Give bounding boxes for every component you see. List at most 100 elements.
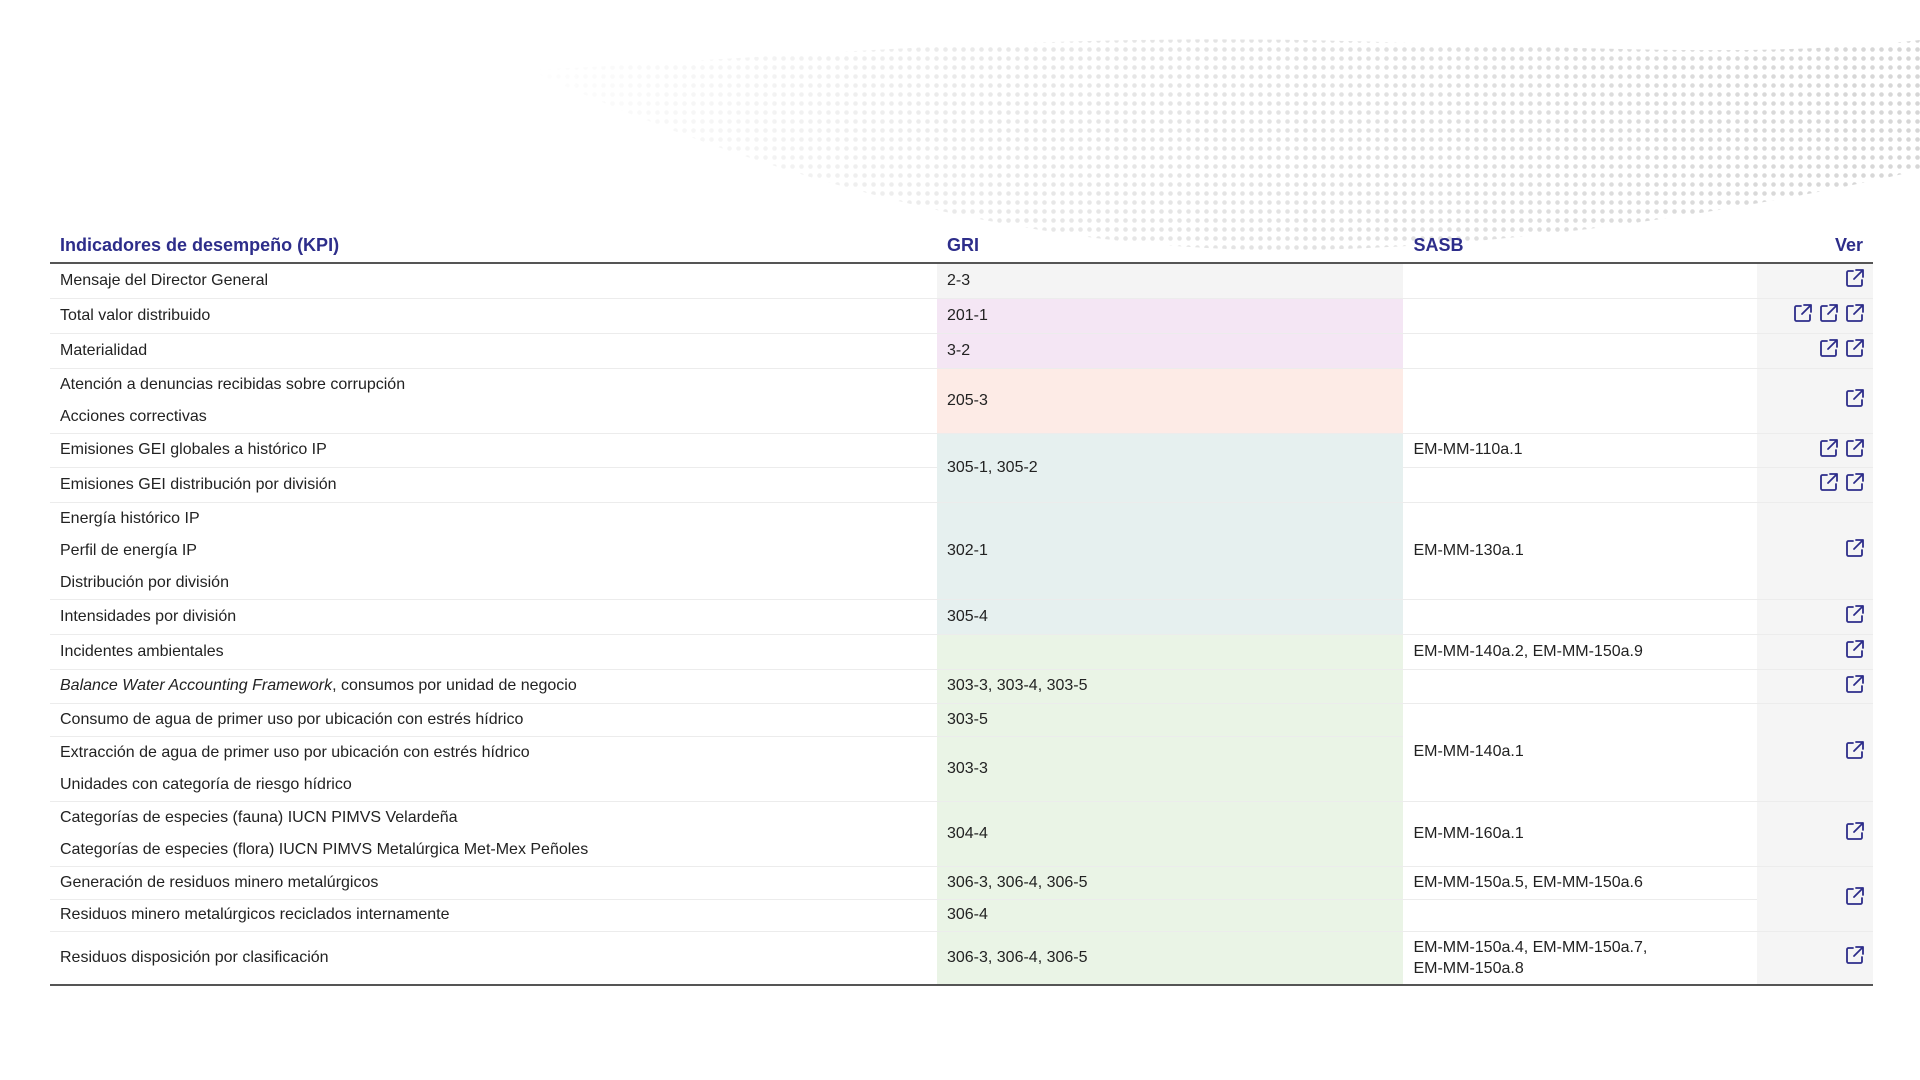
kpi-line: Acciones correctivas bbox=[60, 407, 207, 425]
sasb-line: EM-MM-150a.8 bbox=[1413, 959, 1524, 977]
table-row: Balance Water Accounting Framework, cons… bbox=[50, 669, 1873, 704]
sasb-cell bbox=[1403, 298, 1757, 334]
ver-cell bbox=[1756, 263, 1873, 299]
ver-cell bbox=[1756, 931, 1873, 986]
sasb-cell: EM-MM-150a.4, EM-MM-150a.7, EM-MM-150a.8 bbox=[1403, 931, 1757, 986]
ver-cell bbox=[1756, 467, 1873, 503]
table-row: Total valor distribuido 201-1 bbox=[50, 298, 1873, 334]
header-sasb: SASB bbox=[1403, 228, 1757, 264]
external-link-icon[interactable] bbox=[1845, 674, 1865, 694]
link-icons bbox=[1793, 303, 1865, 323]
external-link-icon[interactable] bbox=[1845, 268, 1865, 288]
ver-cell bbox=[1756, 669, 1873, 704]
sasb-cell bbox=[1403, 669, 1757, 704]
ver-cell bbox=[1756, 433, 1873, 468]
ver-cell bbox=[1756, 866, 1873, 932]
external-link-icon[interactable] bbox=[1845, 303, 1865, 323]
link-icons bbox=[1845, 945, 1865, 965]
link-icons bbox=[1845, 886, 1865, 906]
external-link-icon[interactable] bbox=[1819, 303, 1839, 323]
table-row: Emisiones GEI distribución por división bbox=[50, 467, 1873, 503]
kpi-cell: Total valor distribuido bbox=[50, 298, 937, 334]
sasb-cell bbox=[1403, 599, 1757, 635]
sasb-cell: EM-MM-150a.5, EM-MM-150a.6 bbox=[1403, 866, 1757, 900]
sasb-cell bbox=[1403, 368, 1757, 434]
external-link-icon[interactable] bbox=[1845, 821, 1865, 841]
link-icons bbox=[1845, 674, 1865, 694]
external-link-icon[interactable] bbox=[1845, 639, 1865, 659]
gri-cell: 205-3 bbox=[936, 368, 1404, 434]
header-kpi: Indicadores de desempeño (KPI) bbox=[50, 228, 937, 264]
sasb-line: EM-MM-150a.4, EM-MM-150a.7, bbox=[1413, 938, 1648, 956]
gri-cell: 303-3 bbox=[936, 736, 1404, 802]
ver-cell bbox=[1756, 634, 1873, 670]
kpi-line: Unidades con categoría de riesgo hídrico bbox=[60, 775, 352, 793]
link-icons bbox=[1819, 472, 1865, 492]
external-link-icon[interactable] bbox=[1845, 338, 1865, 358]
external-link-icon[interactable] bbox=[1845, 740, 1865, 760]
kpi-italic: Balance Water Accounting Framework bbox=[60, 677, 333, 694]
external-link-icon[interactable] bbox=[1793, 303, 1813, 323]
ver-cell bbox=[1756, 703, 1873, 802]
table-row: Residuos disposición por clasificación 3… bbox=[50, 931, 1873, 986]
kpi-cell: Energía histórico IP Perfil de energía I… bbox=[50, 502, 937, 600]
kpi-text: , consumos por unidad de negocio bbox=[332, 677, 577, 694]
kpi-cell: Mensaje del Director General bbox=[50, 263, 937, 299]
kpi-cell: Residuos minero metalúrgicos reciclados … bbox=[50, 899, 937, 932]
external-link-icon[interactable] bbox=[1819, 472, 1839, 492]
ver-cell bbox=[1756, 502, 1873, 600]
sasb-cell: EM-MM-110a.1 bbox=[1403, 433, 1757, 468]
kpi-line: Perfil de energía IP bbox=[60, 541, 197, 559]
gri-cell: 201-1 bbox=[936, 298, 1404, 334]
link-icons bbox=[1845, 604, 1865, 624]
external-link-icon[interactable] bbox=[1845, 388, 1865, 408]
table-row: Mensaje del Director General 2-3 bbox=[50, 263, 1873, 299]
gri-cell: 305-4 bbox=[936, 599, 1404, 635]
external-link-icon[interactable] bbox=[1845, 945, 1865, 965]
gri-cell: 304-4 bbox=[936, 801, 1404, 867]
kpi-cell: Emisiones GEI globales a histórico IP bbox=[50, 433, 937, 468]
table-row: Extracción de agua de primer uso por ubi… bbox=[50, 736, 1873, 802]
ver-cell bbox=[1756, 298, 1873, 334]
link-icons bbox=[1819, 438, 1865, 458]
kpi-cell: Categorías de especies (fauna) IUCN PIMV… bbox=[50, 801, 937, 867]
gri-cell: 302-1 bbox=[936, 502, 1404, 600]
table-row: Generación de residuos minero metalúrgic… bbox=[50, 866, 1873, 932]
kpi-line: Distribución por división bbox=[60, 573, 229, 591]
ver-cell bbox=[1756, 368, 1873, 434]
external-link-icon[interactable] bbox=[1819, 338, 1839, 358]
link-icons bbox=[1845, 740, 1865, 760]
external-link-icon[interactable] bbox=[1845, 538, 1865, 558]
external-link-icon[interactable] bbox=[1845, 886, 1865, 906]
kpi-cell: Balance Water Accounting Framework, cons… bbox=[50, 669, 937, 704]
external-link-icon[interactable] bbox=[1845, 438, 1865, 458]
header-ver: Ver bbox=[1756, 228, 1873, 264]
sasb-cell: EM-MM-160a.1 bbox=[1403, 801, 1757, 867]
external-link-icon[interactable] bbox=[1845, 604, 1865, 624]
external-link-icon[interactable] bbox=[1845, 472, 1865, 492]
table-row: Residuos minero metalúrgicos reciclados … bbox=[50, 899, 1873, 932]
external-link-icon[interactable] bbox=[1819, 438, 1839, 458]
kpi-line: Categorías de especies (flora) IUCN PIMV… bbox=[60, 840, 589, 858]
kpi-cell: Atención a denuncias recibidas sobre cor… bbox=[50, 368, 937, 434]
kpi-line: Atención a denuncias recibidas sobre cor… bbox=[60, 375, 406, 393]
sasb-cell: EM-MM-130a.1 bbox=[1403, 502, 1757, 600]
link-icons bbox=[1845, 268, 1865, 288]
sasb-cell bbox=[1403, 263, 1757, 299]
kpi-cell: Emisiones GEI distribución por división bbox=[50, 467, 937, 503]
link-icons bbox=[1819, 338, 1865, 358]
kpi-cell: Consumo de agua de primer uso por ubicac… bbox=[50, 703, 937, 737]
link-icons bbox=[1845, 821, 1865, 841]
gri-cell: 305-1, 305-2 bbox=[936, 433, 1404, 503]
table-row: Atención a denuncias recibidas sobre cor… bbox=[50, 368, 1873, 434]
sasb-cell bbox=[1403, 467, 1757, 503]
gri-cell: 303-5 bbox=[936, 703, 1404, 737]
sasb-cell: EM-MM-140a.2, EM-MM-150a.9 bbox=[1403, 634, 1757, 670]
gri-cell: 306-3, 306-4, 306-5 bbox=[936, 866, 1404, 900]
table-row: Consumo de agua de primer uso por ubicac… bbox=[50, 703, 1873, 802]
kpi-cell: Extracción de agua de primer uso por ubi… bbox=[50, 736, 937, 802]
gri-cell: 2-3 bbox=[936, 263, 1404, 299]
table-row: Emisiones GEI globales a histórico IP 30… bbox=[50, 433, 1873, 503]
kpi-cell: Incidentes ambientales bbox=[50, 634, 937, 670]
kpi-cell: Intensidades por división bbox=[50, 599, 937, 635]
